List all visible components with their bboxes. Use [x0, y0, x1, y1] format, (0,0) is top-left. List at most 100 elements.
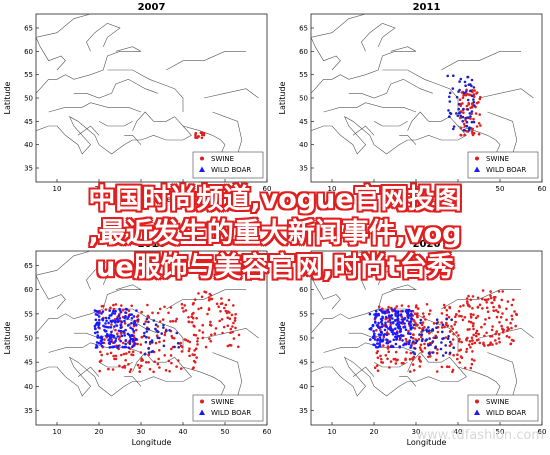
wild-boar-point [378, 336, 382, 339]
wild-boar-point [120, 320, 123, 324]
swine-point [140, 310, 143, 314]
map-border-line [361, 260, 396, 290]
swine-point [485, 331, 488, 335]
swine-point [498, 321, 501, 324]
swine-point [98, 360, 102, 363]
map-border-line [311, 251, 366, 310]
wild-boar-point [452, 74, 455, 77]
map-border-line [36, 111, 192, 155]
wild-boar-point [128, 313, 132, 316]
wild-boar-point [452, 127, 455, 131]
wild-boar-point [143, 334, 146, 338]
wild-boar-point [403, 322, 406, 325]
swine-point [158, 366, 161, 369]
wild-boar-point [115, 317, 119, 320]
panel-title: 2011 [413, 2, 441, 13]
wild-boar-point [94, 346, 98, 349]
swine-point [462, 111, 465, 114]
swine-point [177, 359, 180, 362]
swine-point [420, 323, 424, 327]
swine-point [386, 345, 390, 348]
swine-point [218, 319, 221, 323]
map-border-line [311, 46, 417, 94]
swine-point [418, 326, 421, 330]
wild-boar-point [154, 327, 157, 331]
wild-boar-point [448, 100, 452, 103]
swine-point [387, 305, 390, 309]
swine-point [471, 127, 474, 131]
swine-point [375, 328, 378, 332]
swine-point [470, 362, 474, 366]
wild-boar-point [150, 341, 154, 344]
swine-point [402, 361, 405, 365]
swine-point [169, 306, 173, 309]
legend-label: SWINE [486, 155, 509, 163]
map-panel-2011: 2011 10 20 30 40 50 60 65 60 55 50 45 40 35 Longitude L… [275, 0, 550, 208]
wild-boar-point [449, 340, 452, 344]
wild-boar-point [111, 345, 115, 349]
swine-point [175, 365, 178, 368]
legend-label: SWINE [211, 398, 234, 406]
swine-point [510, 303, 514, 307]
panel-title: 2020 [413, 239, 441, 250]
swine-point [146, 303, 149, 307]
wild-boar-point [98, 318, 101, 322]
wild-boar-point [407, 342, 411, 346]
swine-point [477, 101, 480, 104]
wild-boar-point [113, 325, 116, 328]
map-border-line [382, 69, 459, 112]
wild-boar-point [409, 327, 413, 331]
swine-point [448, 305, 451, 309]
wild-boar-point [464, 84, 467, 87]
swine-point [194, 347, 198, 350]
swine-point [118, 337, 121, 341]
swine-point [221, 331, 224, 335]
wild-boar-point [97, 310, 100, 313]
wild-boar-point [409, 332, 412, 335]
wild-boar-point [448, 95, 451, 99]
wild-boar-point [97, 326, 100, 329]
swine-point [501, 290, 504, 293]
wild-boar-point [472, 86, 476, 89]
swine-point [475, 329, 479, 333]
x-tick-label: 30 [137, 428, 146, 436]
swine-point [492, 305, 495, 309]
swine-point [180, 367, 183, 370]
swine-point [465, 297, 469, 300]
swine-point [140, 364, 143, 368]
swine-point [491, 343, 494, 346]
wild-boar-point [99, 339, 103, 343]
wild-boar-point [147, 351, 151, 354]
swine-point [481, 289, 485, 292]
swine-point [455, 331, 458, 334]
swine-point [213, 332, 217, 335]
swine-point [469, 106, 472, 110]
swine-point [451, 338, 455, 341]
swine-point [201, 323, 204, 327]
swine-point [130, 304, 133, 308]
wild-boar-point [447, 335, 450, 338]
overlay-line-2: ,最近发生的重大新闻事件,vog [88, 218, 462, 249]
map-border-line [36, 14, 91, 71]
wild-boar-point [446, 74, 449, 78]
x-tick-label: 10 [328, 428, 337, 436]
wild-boar-point [119, 326, 123, 329]
swine-point [158, 340, 161, 344]
swine-point [112, 303, 115, 307]
wild-boar-point [162, 323, 165, 327]
swine-point [456, 357, 459, 361]
swine-point [465, 300, 469, 303]
swine-point [480, 325, 483, 329]
swine-point [420, 335, 423, 339]
swine-point [112, 354, 115, 358]
wild-boar-point [410, 317, 414, 321]
map-border-line [36, 352, 192, 397]
swine-point [467, 101, 470, 105]
legend: SWINE WILD BOAR [467, 394, 539, 422]
wild-boar-point [409, 336, 413, 339]
swine-point [435, 370, 439, 373]
map-border-line [348, 78, 433, 99]
swine-point [107, 367, 110, 371]
x-axis-label: Longitude [407, 195, 447, 204]
legend-label: WILD BOAR [211, 409, 251, 417]
